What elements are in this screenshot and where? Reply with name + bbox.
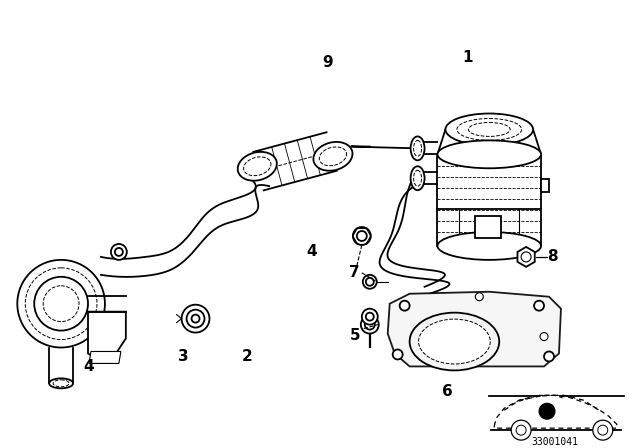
Circle shape <box>534 301 544 310</box>
Text: 7: 7 <box>349 265 359 280</box>
Circle shape <box>363 275 377 289</box>
Circle shape <box>399 301 410 310</box>
Circle shape <box>366 278 374 286</box>
Ellipse shape <box>413 140 422 156</box>
Circle shape <box>521 252 531 262</box>
Text: 4: 4 <box>307 245 317 259</box>
Circle shape <box>516 425 526 435</box>
Text: 5: 5 <box>349 328 360 343</box>
Ellipse shape <box>237 152 277 181</box>
Ellipse shape <box>438 140 541 168</box>
Circle shape <box>511 420 531 440</box>
Circle shape <box>357 231 367 241</box>
Text: 2: 2 <box>242 349 253 364</box>
Text: 1: 1 <box>462 50 472 65</box>
Circle shape <box>191 314 200 323</box>
Circle shape <box>34 277 88 331</box>
Circle shape <box>361 316 379 334</box>
Ellipse shape <box>410 313 499 370</box>
Circle shape <box>115 248 123 256</box>
Circle shape <box>43 286 79 322</box>
Circle shape <box>540 332 548 340</box>
Circle shape <box>539 403 555 419</box>
Circle shape <box>182 305 209 332</box>
Circle shape <box>393 349 403 359</box>
Ellipse shape <box>445 113 533 145</box>
Circle shape <box>365 319 375 330</box>
Ellipse shape <box>438 232 541 260</box>
Circle shape <box>111 244 127 260</box>
Ellipse shape <box>411 166 424 190</box>
Circle shape <box>476 293 483 301</box>
Ellipse shape <box>413 170 422 186</box>
Text: 6: 6 <box>442 384 453 399</box>
Polygon shape <box>89 352 121 363</box>
Polygon shape <box>388 292 561 366</box>
Ellipse shape <box>411 136 424 160</box>
Ellipse shape <box>244 157 271 176</box>
Circle shape <box>362 309 378 325</box>
Ellipse shape <box>419 319 490 364</box>
Polygon shape <box>438 129 541 154</box>
Text: 4: 4 <box>84 359 94 374</box>
Circle shape <box>598 425 608 435</box>
Ellipse shape <box>49 379 73 388</box>
Text: 8: 8 <box>547 250 557 264</box>
Circle shape <box>366 313 374 321</box>
Circle shape <box>17 260 105 348</box>
Circle shape <box>593 420 612 440</box>
Ellipse shape <box>457 118 522 140</box>
Ellipse shape <box>468 122 510 136</box>
Text: 9: 9 <box>323 55 333 70</box>
Polygon shape <box>494 395 617 428</box>
Polygon shape <box>88 312 126 358</box>
Polygon shape <box>476 216 501 238</box>
Circle shape <box>353 227 371 245</box>
Circle shape <box>544 352 554 362</box>
Text: 33001041: 33001041 <box>531 437 579 447</box>
Ellipse shape <box>53 380 69 387</box>
Circle shape <box>187 310 205 327</box>
Circle shape <box>25 268 97 340</box>
Ellipse shape <box>319 147 347 166</box>
Ellipse shape <box>314 142 353 171</box>
Polygon shape <box>541 179 549 192</box>
Polygon shape <box>518 247 535 267</box>
Text: 3: 3 <box>179 349 189 364</box>
